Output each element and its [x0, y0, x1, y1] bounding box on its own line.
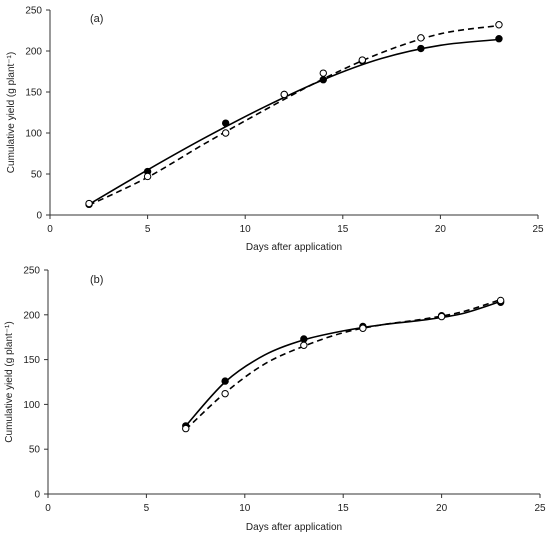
y-tick-label: 200 — [23, 310, 40, 321]
panel-label: (a) — [90, 13, 103, 25]
series-1-fit-line — [88, 38, 500, 205]
series-2-point — [496, 296, 505, 305]
series-2-point — [221, 389, 229, 398]
x-tick-label: 20 — [436, 503, 448, 514]
panel-label: (b) — [90, 274, 103, 286]
x-tick-label: 15 — [337, 224, 349, 235]
y-tick-label: 0 — [36, 211, 42, 222]
x-tick-label: 5 — [145, 224, 151, 235]
series-2-point — [437, 312, 446, 321]
series-1-point — [495, 35, 503, 43]
x-tick-label: 10 — [240, 224, 252, 235]
series-2-point — [221, 129, 230, 137]
y-tick-label: 250 — [23, 266, 40, 277]
x-tick-label: 25 — [534, 503, 546, 514]
y-tick-label: 50 — [29, 445, 41, 456]
series-1-point — [417, 44, 425, 53]
y-tick-label: 150 — [23, 355, 40, 366]
series-2-fit-line — [88, 24, 500, 206]
series-1-point — [221, 119, 230, 127]
x-tick-label: 20 — [435, 224, 447, 235]
series-2-point — [280, 90, 288, 99]
series-1-point — [300, 335, 308, 343]
series-2-point — [495, 21, 503, 29]
x-tick-label: 0 — [47, 224, 53, 235]
y-tick-label: 50 — [31, 170, 43, 181]
series-2-point — [319, 69, 327, 77]
y-tick-label: 100 — [25, 129, 42, 140]
x-axis-title: Days after application — [246, 242, 342, 253]
x-tick-label: 15 — [338, 503, 350, 514]
series-1-point — [221, 377, 229, 385]
x-axis-title: Days after application — [246, 522, 342, 533]
series-2-point — [358, 56, 367, 64]
series-1-fit-line — [185, 300, 501, 427]
series-2-point — [182, 424, 190, 433]
y-tick-label: 100 — [23, 400, 40, 411]
y-axis-title: Cumulative yield (g plant⁻¹) — [4, 321, 15, 442]
series-2-point — [143, 172, 152, 181]
x-tick-label: 10 — [239, 503, 251, 514]
series-2-point — [85, 199, 93, 208]
series-2-point — [417, 34, 425, 42]
series-2-fit-line — [185, 298, 501, 431]
x-tick-label: 25 — [532, 224, 544, 235]
x-tick-label: 5 — [144, 503, 150, 514]
y-axis-title: Cumulative yield (g plant⁻¹) — [6, 52, 17, 173]
series-2-point — [300, 341, 308, 349]
y-tick-label: 150 — [25, 88, 42, 99]
x-tick-label: 0 — [45, 503, 51, 514]
y-tick-label: 0 — [34, 490, 40, 501]
y-tick-label: 250 — [25, 6, 42, 17]
y-tick-label: 200 — [25, 47, 42, 58]
series-2-point — [359, 324, 367, 332]
